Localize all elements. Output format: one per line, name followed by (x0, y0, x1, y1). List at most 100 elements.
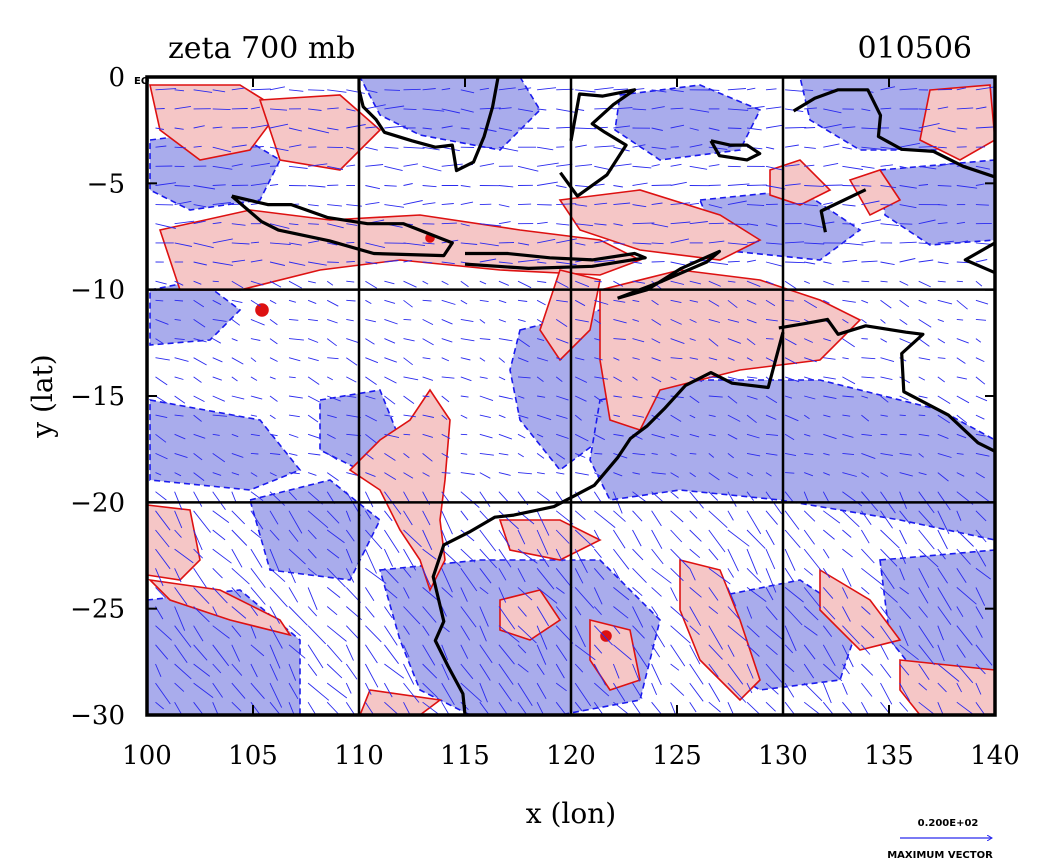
wind-vector (594, 472, 602, 477)
wind-vector (613, 510, 626, 522)
wind-vector (193, 587, 210, 605)
wind-vector (861, 280, 870, 283)
wind-vector (384, 701, 400, 715)
wind-vector (861, 376, 875, 379)
wind-vector (422, 395, 430, 398)
wind-vector (365, 299, 372, 304)
wind-vector (250, 414, 257, 417)
wind-vector (422, 548, 437, 560)
wind-vector (403, 491, 410, 503)
wind-vector (403, 357, 413, 366)
wind-vector (479, 223, 502, 227)
wind-vector (670, 376, 677, 381)
positive-region (819, 568, 902, 651)
wind-vector (689, 433, 700, 438)
wind-vector (651, 491, 664, 503)
wind-vector (365, 701, 375, 715)
wind-vector (689, 202, 700, 206)
wind-vector (460, 338, 475, 342)
wind-vector (441, 163, 463, 167)
wind-vector (708, 299, 720, 307)
wind-vector (804, 357, 817, 363)
wind-vector (326, 433, 336, 440)
wind-vector (537, 181, 558, 186)
wind-vector (880, 319, 886, 324)
wind-vector (632, 395, 643, 399)
wind-vector (899, 204, 917, 209)
wind-vector (231, 144, 247, 148)
wind-vector (784, 701, 796, 715)
wind-vector (937, 357, 946, 359)
wind-vector (174, 510, 183, 529)
wind-vector (441, 125, 453, 129)
wind-vector (479, 587, 489, 595)
wind-vector (193, 299, 205, 308)
wind-vector (498, 548, 512, 568)
wind-vector (899, 606, 912, 620)
wind-vector (288, 644, 306, 659)
wind-vector (269, 472, 277, 477)
wind-vector (346, 318, 354, 322)
wind-vector (536, 319, 544, 324)
wind-vector (155, 625, 173, 641)
wind-vector (765, 587, 774, 601)
wind-vector (632, 548, 644, 561)
wind-vector (804, 204, 819, 207)
wind-vector (212, 433, 220, 436)
wind-vector (651, 89, 667, 93)
wind-vector (746, 644, 760, 657)
wind-vector (326, 376, 334, 381)
wind-vector (842, 472, 857, 477)
wind-vector (727, 200, 747, 206)
y-tick-label: 0 (108, 63, 125, 93)
wind-vector (269, 567, 286, 583)
wind-vector (593, 644, 603, 654)
wind-vector (174, 433, 186, 440)
wind-vector (212, 663, 222, 674)
wind-vector (422, 529, 433, 550)
wind-vector (269, 261, 286, 266)
wind-vector (460, 223, 470, 227)
grid-lines (147, 77, 995, 715)
wind-vector (918, 587, 929, 604)
wind-vector (441, 568, 453, 593)
wind-vector (307, 587, 318, 610)
wind-vector (632, 261, 642, 264)
wind-vector (937, 318, 944, 323)
wind-vector (422, 587, 440, 602)
wind-vector (899, 701, 909, 712)
wind-vector (765, 223, 778, 227)
wind-vector (479, 529, 497, 552)
wind-vector (689, 606, 702, 627)
wind-vector (384, 376, 397, 384)
wind-vector (269, 529, 280, 541)
wind-vector (212, 318, 227, 322)
wind-vector (537, 127, 550, 130)
wind-vector (441, 472, 451, 474)
wind-vector (288, 433, 299, 438)
wind-vector (632, 587, 643, 597)
wind-vector (193, 204, 207, 208)
wind-vector (727, 338, 741, 344)
wind-vector (746, 682, 753, 694)
wind-vector (937, 644, 945, 662)
wind-vector (956, 644, 966, 658)
date-label: 010506 (857, 31, 972, 66)
wind-vector (784, 568, 794, 582)
wind-vector (346, 146, 355, 150)
wind-vector (327, 204, 342, 207)
wind-vector (670, 238, 689, 244)
wind-vector (556, 395, 569, 401)
wind-vector (842, 663, 850, 675)
wind-vector (517, 472, 532, 475)
wind-vector (193, 261, 207, 266)
wind-vector (346, 260, 355, 263)
wind-vector (307, 663, 318, 676)
wind-vector (746, 663, 754, 679)
wind-vector (804, 185, 824, 187)
wind-vector (784, 433, 795, 441)
wind-vector (670, 663, 680, 671)
wind-vector (422, 625, 430, 636)
wind-vector (613, 338, 626, 340)
wind-vector (250, 472, 258, 477)
